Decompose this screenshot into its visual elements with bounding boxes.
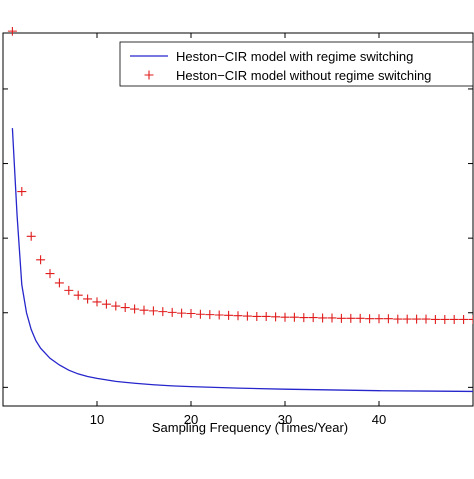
legend: Heston−CIR model with regime switching H… [120,42,473,86]
legend-label-regime-switching: Heston−CIR model with regime switching [176,49,413,64]
x-tick-label: 10 [90,412,104,427]
x-axis-label: Sampling Frequency (Times/Year) [152,420,348,435]
x-tick-label: 40 [372,412,386,427]
legend-label-no-regime-switching: Heston−CIR model without regime switchin… [176,68,431,83]
